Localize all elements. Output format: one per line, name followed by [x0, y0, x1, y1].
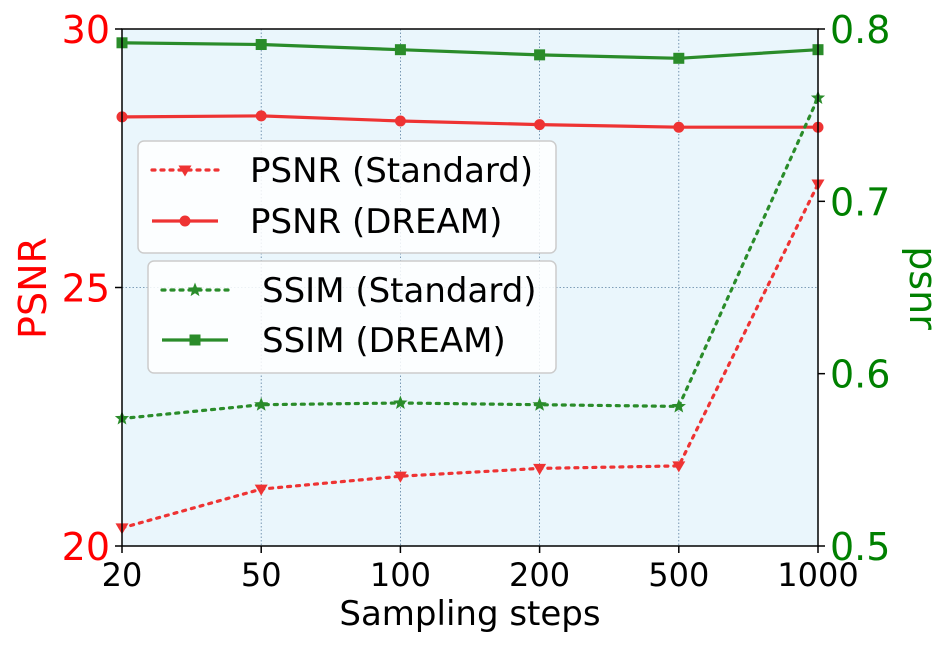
right-y-tick-label: 0.6 [830, 353, 890, 397]
data-point-series-0 [393, 471, 407, 483]
legend-swatch-marker [189, 334, 201, 346]
x-tick-label: 50 [241, 556, 282, 594]
right-y-axis-label: psnr [901, 246, 945, 330]
legend-psnr: PSNR (Standard) PSNR (DREAM) [137, 140, 557, 254]
data-point-series-1 [394, 115, 406, 127]
x-tick-label: 500 [648, 556, 709, 594]
x-tick-label: 200 [509, 556, 570, 594]
legend-box [137, 140, 557, 254]
legend-swatch-ssim-standard [160, 282, 230, 297]
right-y-tick-label: 0.8 [830, 8, 890, 52]
series-line-2 [120, 96, 820, 421]
data-point-series-2 [254, 397, 269, 411]
data-point-series-2 [671, 398, 686, 413]
data-point-series-1 [673, 121, 685, 133]
data-point-series-3 [673, 52, 685, 64]
right-y-tick-label: 0.5 [830, 525, 890, 569]
legend-label-ssim-standard: SSIM (Standard) [262, 271, 537, 311]
series-line-1 [121, 114, 818, 129]
left-y-tick-label: 25 [62, 267, 110, 311]
legend-box [147, 260, 557, 374]
legend-swatch-marker [187, 282, 203, 297]
legend-label-psnr-standard: PSNR (Standard) [250, 151, 533, 191]
data-point-series-0 [254, 484, 268, 496]
legend-swatch-marker [179, 215, 191, 227]
data-point-series-1 [255, 110, 267, 122]
data-point-series-3 [394, 44, 406, 56]
legend-label-ssim-dream: SSIM (DREAM) [262, 321, 506, 361]
data-point-series-2 [532, 397, 547, 411]
data-point-series-0 [672, 461, 686, 473]
data-point-series-1 [534, 119, 546, 131]
series-layer [114, 37, 826, 535]
legend-swatch-psnr-standard [150, 165, 220, 177]
left-y-tick-label: 20 [62, 525, 110, 569]
x-tick-label: 20 [102, 556, 143, 594]
data-point-series-3 [255, 39, 267, 51]
left-y-tick-label: 30 [62, 8, 110, 52]
legend-swatch-psnr-dream [152, 215, 218, 227]
right-y-tick-label: 0.7 [830, 180, 890, 224]
data-point-series-2 [393, 395, 408, 410]
data-point-series-3 [534, 49, 546, 61]
series-line-3 [121, 41, 819, 60]
x-axis: 20 50 100 200 500 1000 [102, 546, 859, 594]
x-tick-label: 100 [370, 556, 431, 594]
legend-label-psnr-dream: PSNR (DREAM) [250, 202, 502, 242]
left-y-axis-label: PSNR [11, 237, 55, 339]
left-y-axis: 20 25 30 [62, 8, 122, 569]
data-point-series-0 [533, 463, 547, 475]
legend-ssim: SSIM (Standard) SSIM (DREAM) [147, 260, 557, 374]
legend-swatch-marker [178, 165, 192, 177]
legend-swatch-ssim-dream [162, 334, 228, 346]
x-tick-label: 1000 [777, 556, 858, 594]
right-y-axis: 0.5 0.6 0.7 0.8 [818, 8, 890, 569]
series-line-0 [120, 182, 820, 530]
x-axis-label: Sampling steps [339, 594, 600, 634]
